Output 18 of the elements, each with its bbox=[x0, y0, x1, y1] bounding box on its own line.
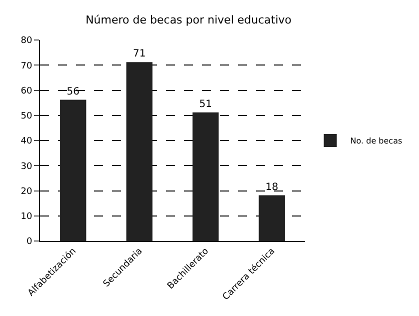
data-label: 71 bbox=[133, 48, 146, 60]
y-tick-label: 0 bbox=[26, 237, 32, 248]
bar bbox=[60, 100, 86, 241]
data-label: 51 bbox=[199, 98, 212, 110]
chart-title: Número de becas por nivel educativo bbox=[86, 14, 292, 26]
y-tick-label: 30 bbox=[20, 162, 32, 172]
bar bbox=[258, 195, 285, 241]
y-tick-label: 40 bbox=[20, 136, 32, 147]
y-tick-label: 70 bbox=[20, 61, 32, 72]
y-tick-label: 80 bbox=[20, 36, 32, 46]
bar bbox=[126, 62, 152, 241]
y-tick-label: 10 bbox=[20, 212, 32, 222]
y-tick-label: 60 bbox=[20, 86, 32, 96]
data-label: 18 bbox=[266, 182, 278, 193]
bar bbox=[192, 112, 219, 241]
y-tick-label: 20 bbox=[20, 186, 32, 197]
legend-label: No. de becas bbox=[350, 136, 402, 146]
y-tick-label: 50 bbox=[20, 112, 32, 122]
